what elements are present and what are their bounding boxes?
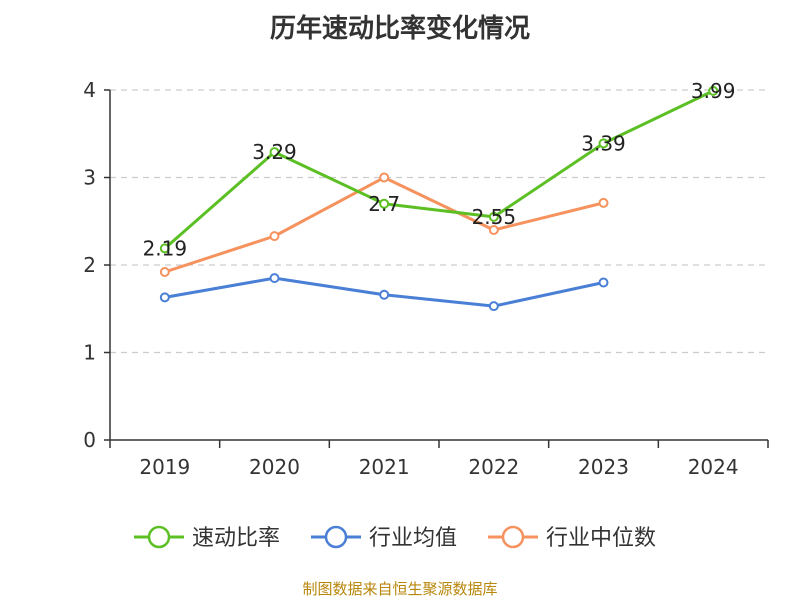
data-point: [269, 231, 280, 242]
data-point: [269, 273, 280, 284]
data-label: 2.19: [143, 236, 188, 260]
data-label: 3.39: [581, 131, 626, 155]
x-tick-label: 2019: [139, 455, 190, 479]
data-point: [488, 225, 499, 235]
data-point: [488, 301, 499, 312]
legend-marker: [501, 525, 525, 549]
data-point: [598, 138, 609, 149]
data-label: 3.99: [691, 79, 736, 103]
data-point: [159, 267, 170, 277]
legend-label: 速动比率: [192, 526, 280, 551]
source-note: 制图数据来自恒生聚源数据库: [302, 580, 498, 598]
x-tick-label: 2023: [578, 455, 629, 479]
data-point: [379, 198, 390, 209]
data-label: 3.29: [252, 140, 297, 164]
data-point: [379, 172, 390, 183]
legend-marker: [324, 525, 348, 549]
legend-marker: [147, 525, 171, 549]
data-point: [379, 289, 390, 300]
data-point: [488, 211, 499, 222]
legend: 速动比率 行业均值 行业中位数: [134, 525, 656, 551]
data-point: [708, 85, 719, 96]
data-label: 2.55: [472, 205, 517, 229]
grid-lines: [110, 89, 768, 354]
data-point: [159, 243, 170, 254]
x-tick-label: 2024: [688, 455, 739, 479]
x-tick-label: 2022: [468, 455, 519, 479]
y-tick-label: 1: [83, 341, 96, 365]
data-point: [598, 197, 609, 208]
axes: 0 1 2 3 4 2019 2020 2021 2022 2023 2024: [83, 78, 769, 479]
data-point: [269, 147, 280, 158]
series-line: [163, 89, 714, 250]
y-tick-label: 0: [83, 428, 96, 452]
legend-label: 行业中位数: [546, 526, 656, 551]
series-group: [159, 85, 719, 312]
legend-label: 行业均值: [369, 526, 457, 551]
y-tick-label: 3: [83, 166, 96, 190]
x-tick-label: 2021: [359, 455, 410, 479]
data-label: 2.7: [368, 192, 400, 216]
data-point: [598, 277, 609, 288]
data-labels: 2.19 3.29 2.7 2.55 3.39 3.99: [143, 79, 736, 261]
data-point: [159, 292, 170, 303]
y-tick-label: 4: [83, 78, 96, 102]
chart-title: 历年速动比率变化情况: [269, 14, 530, 44]
x-tick-label: 2020: [249, 455, 300, 479]
y-tick-label: 2: [83, 253, 96, 277]
